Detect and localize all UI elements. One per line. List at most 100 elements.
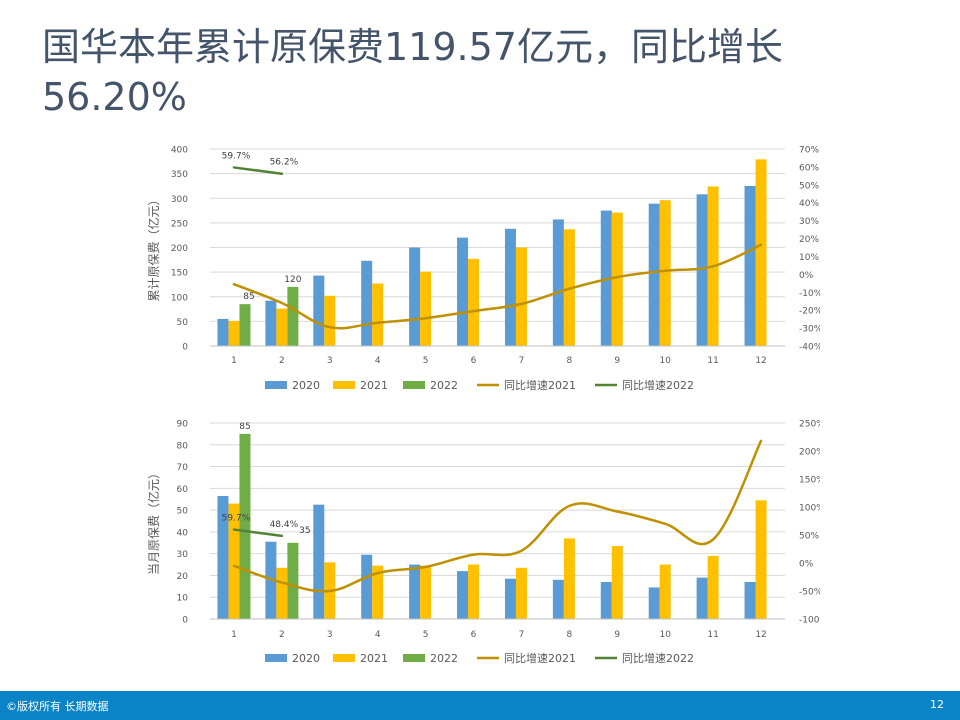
y2-tick-label: 40% [799, 199, 819, 209]
bar-2021 [659, 564, 671, 619]
bar-2020 [217, 318, 229, 346]
bar-2021 [611, 546, 623, 619]
y-tick-label: 350 [171, 170, 188, 180]
x-tick-label: 2 [279, 356, 285, 366]
y-tick-label: 400 [171, 146, 188, 156]
page-number: 12 [930, 698, 944, 711]
x-tick-label: 11 [707, 356, 718, 366]
legend-label-同比增速2021: 同比增速2021 [504, 651, 576, 665]
bar-2022 [239, 304, 251, 346]
x-tick-label: 2 [279, 630, 285, 640]
y-tick-label: 30 [177, 550, 189, 560]
x-tick-label: 10 [659, 356, 671, 366]
bar-2021 [563, 538, 575, 619]
y2-tick-label: 20% [799, 235, 819, 245]
y-tick-label: 250 [171, 219, 188, 229]
bar-2020 [504, 228, 516, 346]
y-tick-label: 40 [177, 528, 189, 538]
y-tick-label: 50 [177, 318, 189, 328]
bar-2020 [409, 564, 421, 619]
line-同比增速2021 [232, 439, 763, 593]
y-axis-title: 当月原保费（亿元） [146, 467, 161, 575]
y2-tick-label: -20% [799, 307, 820, 317]
legend-label-2020: 2020 [292, 652, 320, 665]
data-label: 59.7% [222, 514, 251, 524]
y2-tick-label: 50% [799, 181, 819, 191]
y2-tick-label: 150% [799, 476, 820, 486]
legend-swatch-2021 [333, 381, 355, 389]
legend-label-2022: 2022 [430, 652, 458, 665]
line-同比增速2022 [232, 166, 284, 175]
y2-tick-label: -100% [799, 616, 820, 626]
cumulative-premium-chart-svg: 0 50 100 150 200 250 300 350 400 -40% -30% -20% -10%… [146, 146, 823, 393]
y-tick-label: 80 [177, 441, 189, 451]
y-tick-label: 200 [171, 244, 188, 254]
y2-tick-label: -30% [799, 325, 820, 335]
slide-title: 国华本年累计原保费119.57亿元，同比增长56.20% [42, 25, 783, 119]
bar-2020 [552, 579, 564, 619]
bar-2020 [265, 300, 277, 346]
legend-label-2021: 2021 [360, 652, 388, 665]
data-label: 48.4% [270, 520, 299, 530]
y2-tick-label: 100% [799, 504, 820, 514]
bar-2021 [276, 308, 288, 346]
bar-2021 [420, 271, 432, 346]
legend-label-2020: 2020 [292, 379, 320, 392]
x-tick-label: 12 [755, 356, 766, 366]
bar-2021 [515, 247, 527, 346]
bar-2020 [504, 578, 516, 619]
y2-tick-label: -40% [799, 343, 820, 353]
y2-tick-label: 250% [799, 420, 820, 430]
x-tick-label: 6 [471, 630, 477, 640]
bar-2020 [361, 260, 373, 346]
legend-swatch-2020 [265, 654, 287, 662]
bar-2020 [696, 577, 708, 619]
bar-2020 [600, 581, 612, 619]
bar-2021 [468, 258, 480, 346]
x-tick-label: 11 [707, 630, 718, 640]
bar-2021 [707, 555, 719, 619]
copyright-text: ©版权所有 长期数据 [6, 700, 109, 713]
bar-2021 [228, 320, 240, 346]
y2-tick-label: 10% [799, 253, 819, 263]
x-tick-label: 4 [375, 356, 381, 366]
bar-2021 [755, 159, 767, 346]
bar-2020 [457, 237, 469, 346]
x-tick-label: 7 [519, 630, 525, 640]
y-tick-label: 0 [182, 616, 188, 626]
bar-2021 [372, 283, 384, 346]
data-label: 35 [299, 526, 310, 536]
x-tick-label: 10 [659, 630, 671, 640]
x-tick-label: 8 [567, 356, 573, 366]
bar-2020 [648, 587, 660, 619]
bar-2022 [239, 433, 251, 619]
y2-tick-label: 50% [799, 532, 819, 542]
y2-tick-label: 60% [799, 163, 819, 173]
y-tick-label: 90 [177, 420, 189, 430]
bar-2021 [659, 200, 671, 346]
legend-swatch-2020 [265, 381, 287, 389]
bar-2022 [287, 542, 299, 619]
legend-label-同比增速2021: 同比增速2021 [504, 378, 576, 392]
y2-tick-label: 30% [799, 217, 819, 227]
y2-tick-label: -50% [799, 588, 820, 598]
bar-2021 [755, 500, 767, 619]
y2-tick-label: 200% [799, 448, 820, 458]
y2-tick-label: 0% [799, 560, 814, 570]
data-label: 85 [243, 292, 254, 302]
bar-2021 [228, 503, 240, 619]
y-tick-label: 10 [177, 594, 189, 604]
bar-2021 [372, 565, 384, 619]
y-tick-label: 70 [177, 463, 189, 473]
monthly-premium-chart-svg: 0 10 20 30 40 50 60 70 80 90 -100% -50% 0% 50% 100% 150… [146, 420, 828, 666]
x-tick-label: 5 [423, 356, 429, 366]
bar-2020 [217, 495, 229, 619]
y2-tick-label: 0% [799, 271, 814, 281]
x-tick-label: 9 [614, 630, 620, 640]
legend-swatch-2022 [403, 654, 425, 662]
bar-2021 [276, 567, 288, 619]
line-同比增速2021 [232, 243, 763, 330]
legend-swatch-2022 [403, 381, 425, 389]
bar-2020 [457, 571, 469, 619]
bar-2020 [552, 219, 564, 346]
